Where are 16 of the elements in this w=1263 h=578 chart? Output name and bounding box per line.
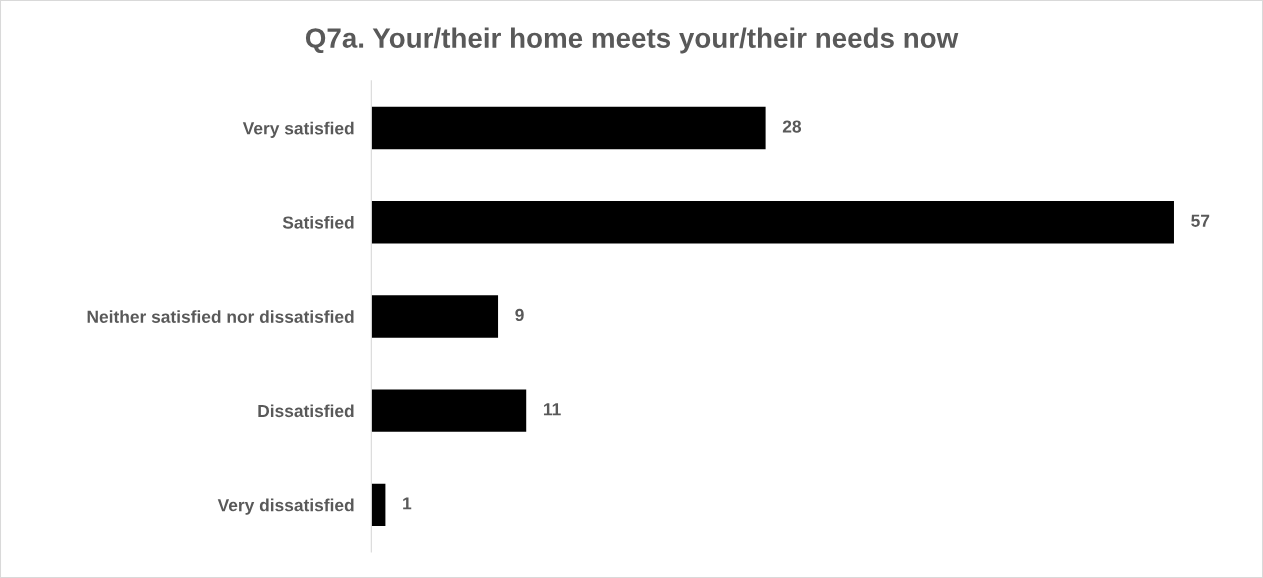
data-label: 57 [1191, 214, 1210, 227]
bar [371, 295, 499, 338]
data-label: 11 [543, 403, 561, 416]
y-tick-label: Neither satisfied nor dissatisfied [87, 310, 354, 323]
y-tick-label: Very dissatisfied [217, 498, 354, 515]
bar [371, 483, 386, 527]
y-tick-label: Dissatisfied [258, 404, 354, 418]
y-tick-label: Very satisfied [242, 121, 354, 138]
data-label: 1 [403, 497, 412, 510]
bar [371, 106, 766, 150]
bar [371, 389, 527, 432]
chart-title: Q7a. Your/their home meets your/their needs now [305, 27, 959, 54]
data-label: 9 [515, 308, 524, 322]
y-tick-label: Satisfied [282, 215, 354, 229]
bar [371, 201, 1174, 244]
data-label: 28 [782, 120, 802, 133]
